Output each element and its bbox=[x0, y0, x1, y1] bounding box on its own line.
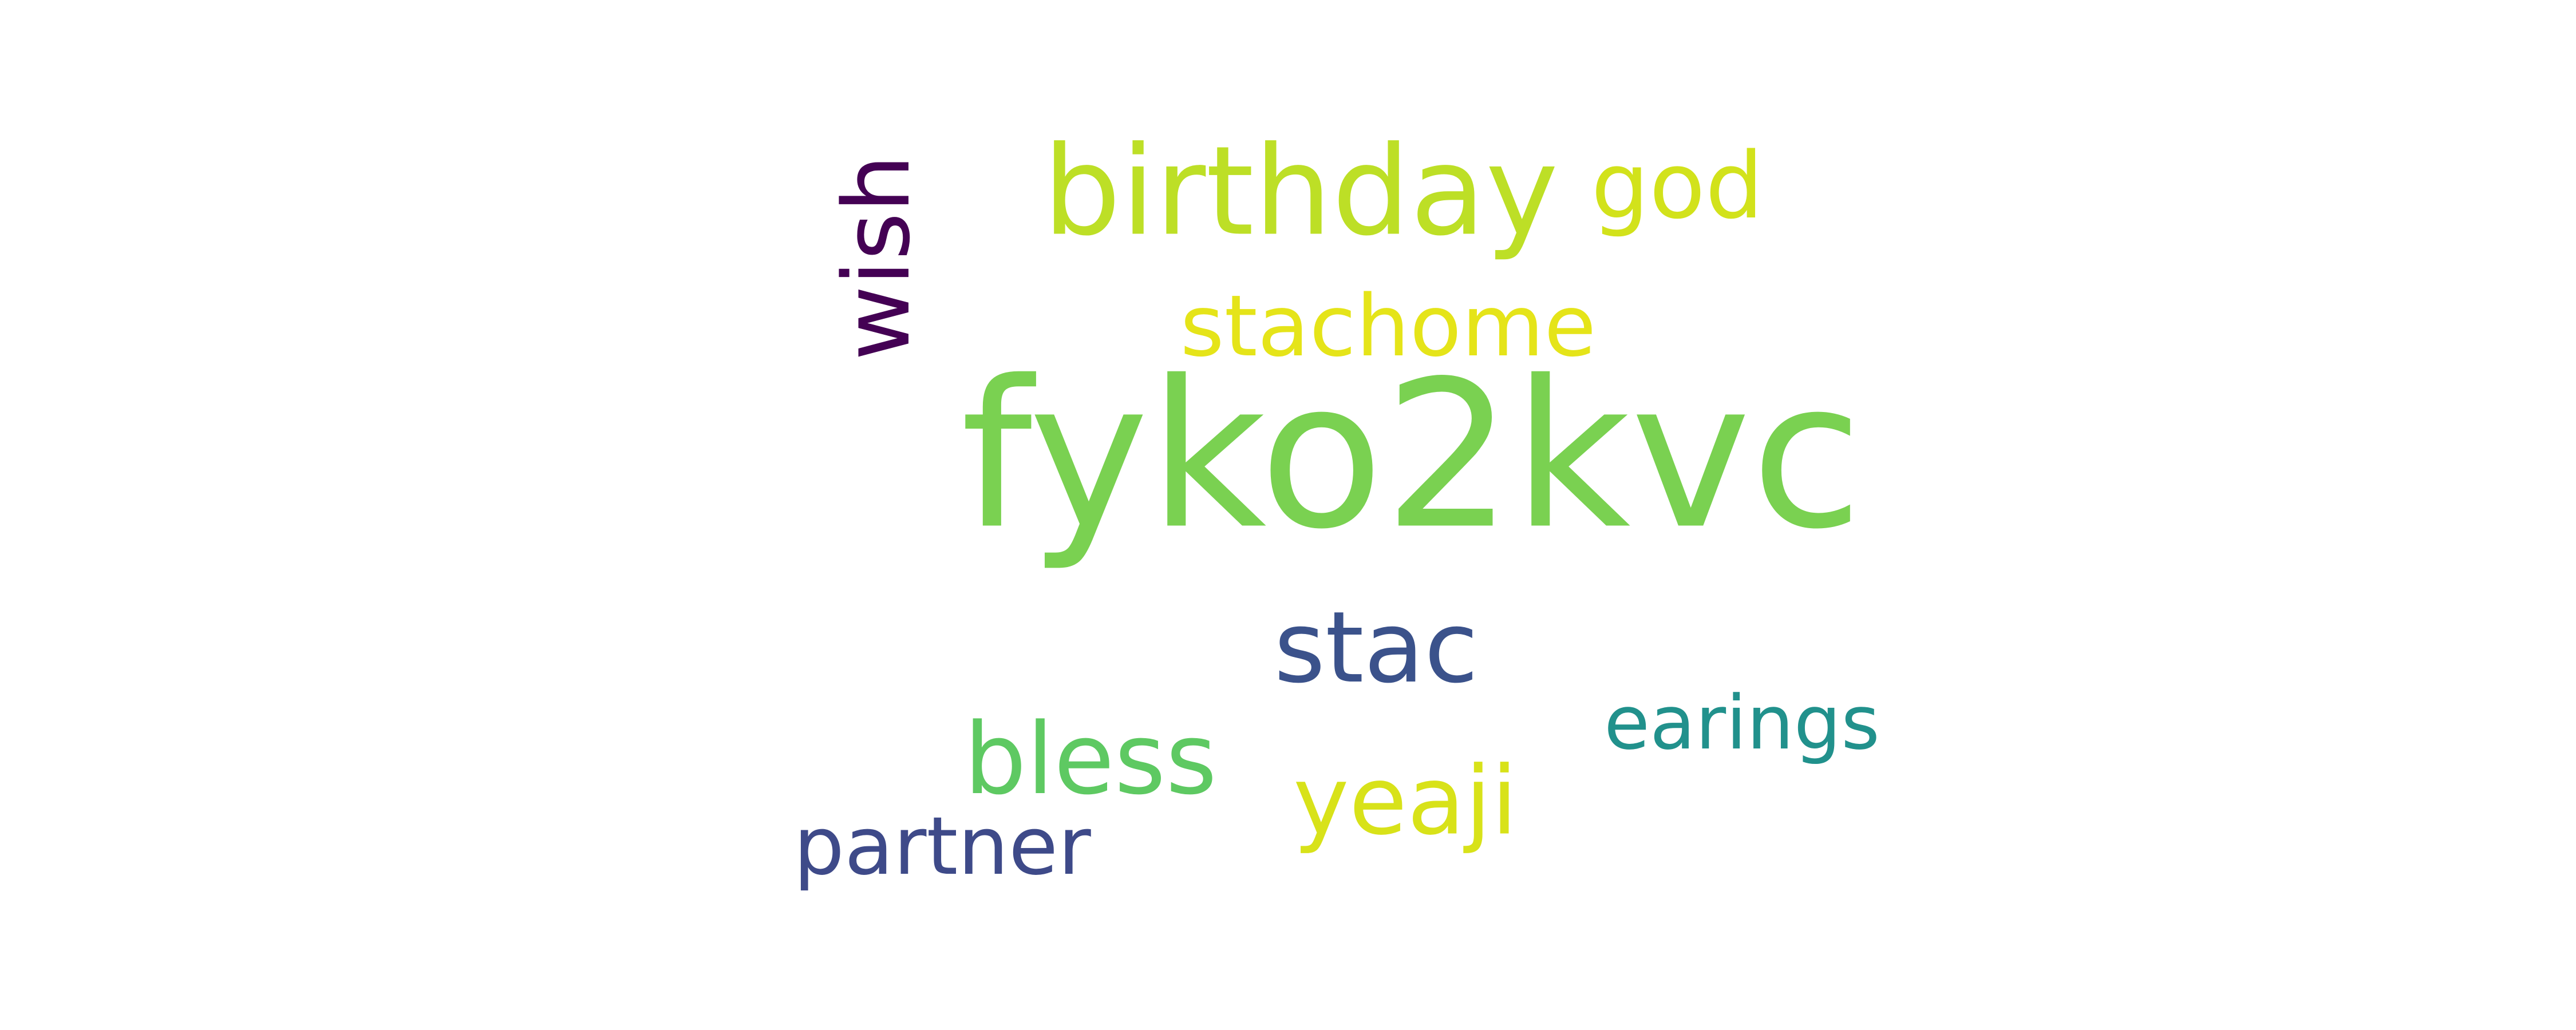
word-stachome: stachome bbox=[1180, 277, 1597, 375]
word-birthday: birthday bbox=[1042, 119, 1559, 263]
word-wish: wish bbox=[823, 154, 930, 361]
word-bless: bless bbox=[963, 702, 1218, 817]
word-god: god bbox=[1591, 132, 1764, 239]
word-earings: earings bbox=[1604, 679, 1880, 766]
word-yeaji: yeaji bbox=[1293, 746, 1518, 856]
word-fyko2kvc: fyko2kvc bbox=[961, 336, 1863, 574]
word-stac: stac bbox=[1274, 590, 1479, 705]
word-partner: partner bbox=[793, 800, 1091, 893]
